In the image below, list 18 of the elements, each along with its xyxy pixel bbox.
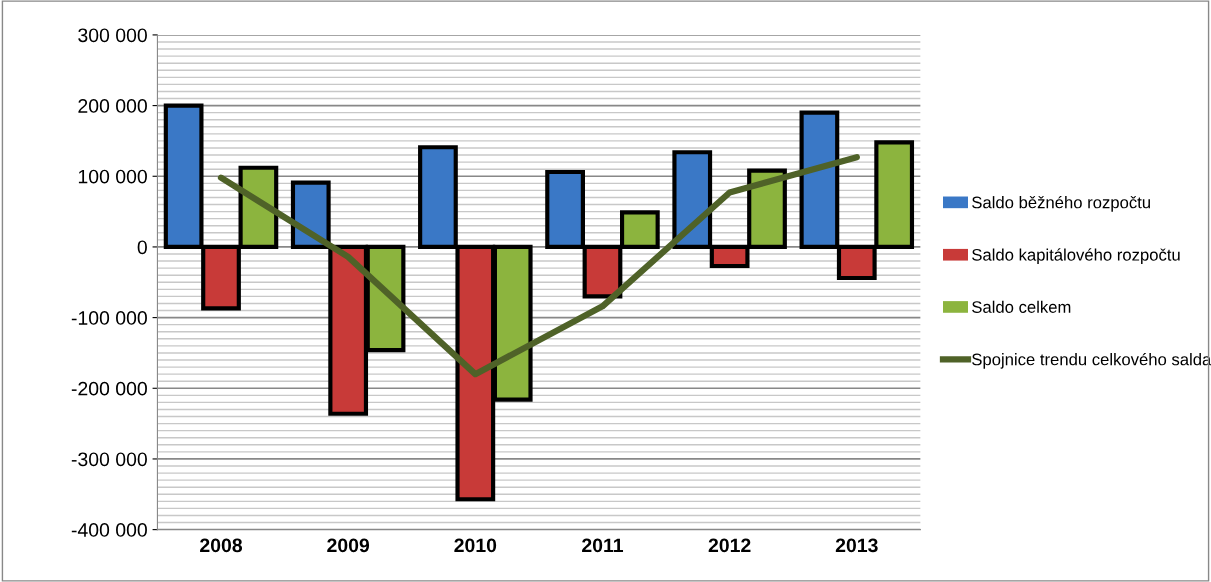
- legend-label: Saldo kapitálového rozpočtu: [972, 248, 1180, 265]
- y-tick-label: 200 000: [78, 99, 147, 113]
- y-tick-label: -200 000: [71, 381, 147, 396]
- x-tick-label: 2013: [835, 538, 878, 553]
- x-tick-label: 2010: [454, 538, 497, 553]
- legend-label: Saldo celkem: [972, 300, 1071, 313]
- y-tick-label: 100 000: [78, 169, 147, 184]
- legend-label: Spojnice trendu celkového salda: [972, 352, 1211, 369]
- y-tick-label: -100 000: [71, 311, 147, 325]
- x-tick-label: 2011: [582, 538, 624, 553]
- y-tick-label: -300 000: [71, 452, 147, 467]
- legend-label: Saldo běžného rozpočtu: [972, 195, 1150, 212]
- y-tick-label: 300 000: [78, 28, 147, 43]
- x-tick-label: 2012: [708, 538, 751, 553]
- y-tick-label: 0: [137, 240, 147, 255]
- x-tick-label: 2008: [200, 538, 243, 553]
- x-tick-label: 2009: [327, 538, 370, 553]
- y-tick-label: -400 000: [71, 523, 147, 537]
